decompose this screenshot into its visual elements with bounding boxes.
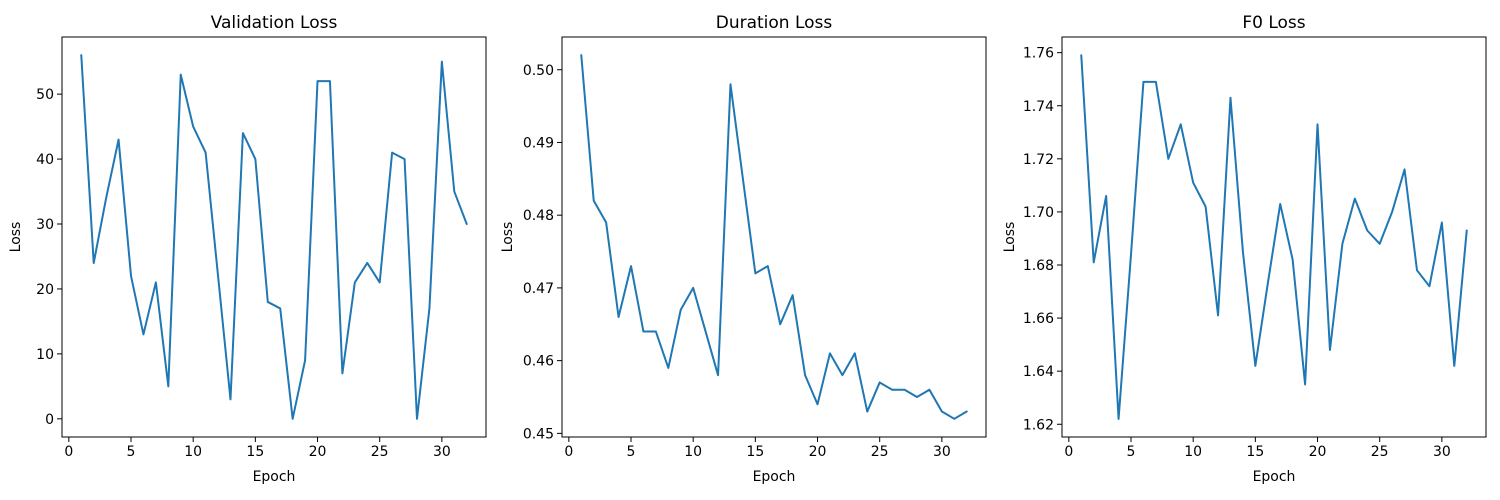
x-tick-label: 0 xyxy=(564,444,573,460)
y-tick-label: 0.46 xyxy=(523,354,554,370)
y-tick-label: 0 xyxy=(45,412,54,428)
x-tick-label: 5 xyxy=(127,444,136,460)
plot-area xyxy=(1062,37,1486,437)
x-tick-label: 15 xyxy=(246,444,264,460)
y-tick-label: 0.48 xyxy=(523,208,554,224)
y-tick-label: 1.66 xyxy=(1023,311,1054,327)
x-tick-label: 15 xyxy=(1246,444,1264,460)
y-tick-label: 1.68 xyxy=(1023,258,1054,274)
x-tick-label: 0 xyxy=(1064,444,1073,460)
chart-f0-loss: 0 5 10 15 20 25 30 1.62 1.64 1.66 1.68 1.70 1.72 1.74… xyxy=(1000,0,1500,500)
chart-svg: 0 5 10 15 20 25 30 0 10 20 30 40 50 Validation Loss Ep… xyxy=(8,13,487,485)
chart-title: Validation Loss xyxy=(211,13,338,33)
x-tick-label: 30 xyxy=(433,444,451,460)
chart-validation-loss: 0 5 10 15 20 25 30 0 10 20 30 40 50 Validation Loss Ep… xyxy=(0,0,500,500)
x-tick-label: 5 xyxy=(1127,444,1136,460)
x-tick-label: 20 xyxy=(309,444,327,460)
loss-line-series xyxy=(580,54,968,420)
axes-spines xyxy=(1061,36,1487,438)
y-tick-label: 40 xyxy=(36,152,54,168)
y-tick-label: 1.62 xyxy=(1023,417,1054,433)
chart-title: Duration Loss xyxy=(716,13,833,33)
x-tick-label: 10 xyxy=(184,444,202,460)
y-tick-label: 1.64 xyxy=(1023,364,1054,380)
x-tick-label: 30 xyxy=(933,444,951,460)
x-tick-label: 25 xyxy=(1371,444,1389,460)
x-tick-label: 15 xyxy=(746,444,764,460)
loss-line-series xyxy=(1080,54,1468,420)
chart-title: F0 Loss xyxy=(1242,13,1305,33)
y-axis-label: Loss xyxy=(500,222,516,253)
x-tick-label: 20 xyxy=(809,444,827,460)
y-tick-label: 1.70 xyxy=(1023,205,1054,221)
x-tick-label: 10 xyxy=(1184,444,1202,460)
chart-svg: 0 5 10 15 20 25 30 0.45 0.46 0.47 0.48 0.49 0.50 Dura… xyxy=(500,13,987,485)
x-axis-label: Epoch xyxy=(253,469,296,485)
y-axis-label: Loss xyxy=(1002,222,1018,253)
x-tick-label: 0 xyxy=(64,444,73,460)
y-tick-label: 1.72 xyxy=(1023,152,1054,168)
y-tick-label: 1.76 xyxy=(1023,46,1054,62)
chart-svg: 0 5 10 15 20 25 30 1.62 1.64 1.66 1.68 1.70 1.72 1.74… xyxy=(1002,13,1487,485)
y-tick-label: 0.50 xyxy=(523,63,554,79)
y-tick-label: 50 xyxy=(36,87,54,103)
axes-spines xyxy=(61,36,487,438)
y-tick-label: 20 xyxy=(36,282,54,298)
y-tick-label: 0.49 xyxy=(523,135,554,151)
chart-duration-loss: 0 5 10 15 20 25 30 0.45 0.46 0.47 0.48 0.49 0.50 Dura… xyxy=(500,0,1000,500)
x-tick-label: 30 xyxy=(1433,444,1451,460)
x-tick-label: 20 xyxy=(1309,444,1327,460)
axes-spines xyxy=(561,36,987,438)
x-axis-label: Epoch xyxy=(753,469,796,485)
y-tick-label: 1.74 xyxy=(1023,99,1054,115)
x-tick-label: 5 xyxy=(627,444,636,460)
x-tick-label: 25 xyxy=(871,444,889,460)
y-tick-label: 0.45 xyxy=(523,426,554,442)
x-tick-label: 10 xyxy=(684,444,702,460)
y-axis-label: Loss xyxy=(8,222,24,253)
x-axis-label: Epoch xyxy=(1253,469,1296,485)
y-tick-label: 0.47 xyxy=(523,281,554,297)
loss-line-series xyxy=(80,54,468,420)
plot-area xyxy=(562,37,986,437)
y-tick-label: 30 xyxy=(36,217,54,233)
y-tick-label: 10 xyxy=(36,347,54,363)
x-tick-label: 25 xyxy=(371,444,389,460)
